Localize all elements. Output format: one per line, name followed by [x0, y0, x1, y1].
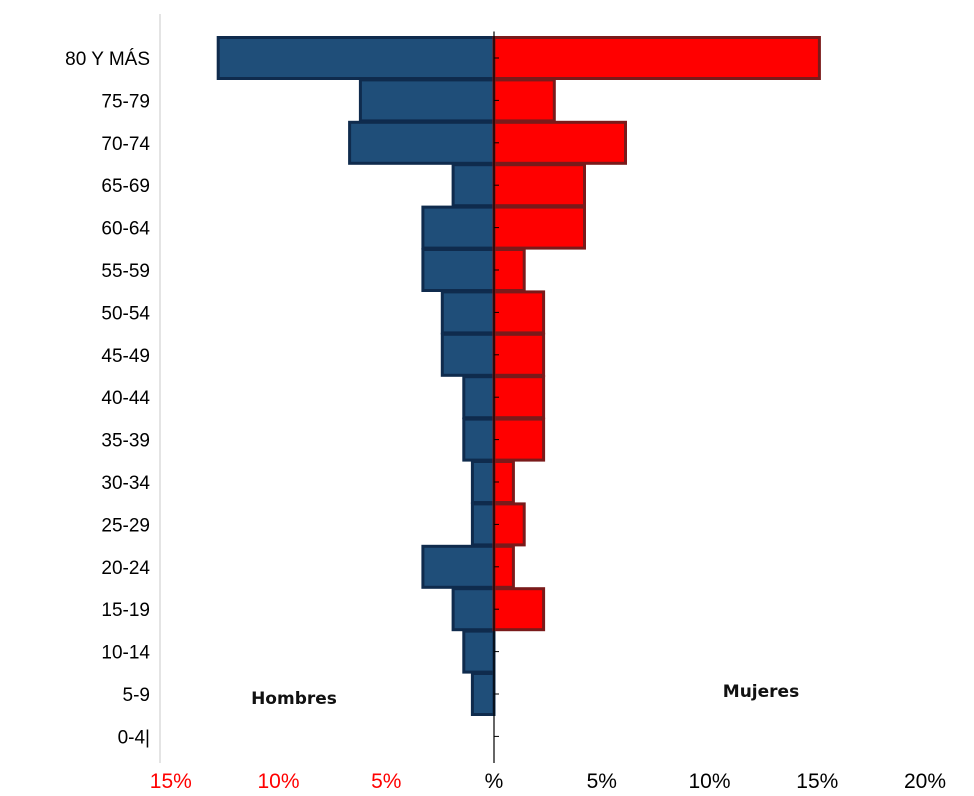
category-label: 70-74 [101, 134, 150, 155]
bar-hombres-2 [348, 120, 496, 165]
bar-mujeres-9 [492, 417, 546, 462]
bar-mujeres-6 [492, 290, 546, 335]
category-label: 60-64 [101, 219, 150, 240]
bar-hombres-6 [440, 290, 496, 335]
category-label: 40-44 [101, 388, 150, 409]
bar-hombres-10 [470, 460, 496, 504]
bar-hombres-1 [358, 78, 496, 123]
bar-hombres-14 [462, 629, 496, 674]
x-tick-label: 5% [371, 770, 401, 793]
category-label: 55-59 [101, 261, 150, 282]
bar-mujeres-7 [492, 332, 546, 377]
center-axis-layer [493, 31, 499, 763]
x-tick-label: 10% [257, 770, 299, 793]
series-label-hombres: Hombres [251, 689, 337, 709]
bar-hombres-11 [470, 502, 496, 547]
x-tick-label: 5% [587, 770, 617, 793]
category-label: 80 Y MÁS [65, 49, 150, 70]
bar-mujeres-2 [492, 120, 627, 165]
bar-hombres-13 [451, 587, 496, 632]
category-label: 10-14 [101, 643, 150, 664]
category-label: 35-39 [101, 431, 150, 452]
category-label: 15-19 [101, 600, 150, 621]
bar-hombres-15 [470, 672, 496, 716]
bar-hombres-12 [421, 544, 496, 589]
bar-hombres-7 [440, 332, 496, 377]
bars-layer [216, 36, 821, 716]
category-label: 50-54 [101, 303, 150, 324]
bar-mujeres-0 [492, 36, 821, 80]
category-label: 75-79 [101, 91, 150, 112]
category-label: 5-9 [123, 685, 150, 706]
bar-hombres-5 [421, 248, 496, 292]
category-label: 65-69 [101, 176, 150, 197]
x-tick-label: % [485, 770, 504, 793]
x-tick-labels-layer: 15% 10% 5%% 5% 10% 15% 20% [150, 770, 946, 793]
category-label: 25-29 [101, 515, 150, 536]
series-labels-layer: Hombres Mujeres [251, 682, 799, 709]
bar-hombres-8 [462, 375, 496, 420]
category-labels-layer: 80 Y MÁS 75-79 70-74 65-69 60-64 55-59 50-54 45… [65, 49, 150, 748]
bar-mujeres-3 [492, 163, 586, 208]
bar-mujeres-8 [492, 375, 546, 420]
bar-hombres-4 [421, 205, 496, 250]
category-label: 30-34 [101, 473, 150, 494]
bar-mujeres-13 [492, 587, 546, 632]
x-tick-label: 15% [796, 770, 838, 793]
bar-mujeres-1 [492, 78, 556, 123]
x-tick-label: 20% [904, 770, 946, 793]
series-label-mujeres: Mujeres [723, 682, 799, 702]
bar-hombres-3 [451, 163, 496, 208]
bar-mujeres-4 [492, 205, 586, 250]
x-tick-label: 10% [688, 770, 730, 793]
bar-hombres-0 [216, 36, 496, 80]
x-tick-label: 15% [150, 770, 192, 793]
category-label: 0-4| [118, 727, 150, 748]
category-label: 45-49 [101, 346, 150, 367]
category-label: 20-24 [101, 558, 150, 579]
bar-hombres-9 [462, 417, 496, 462]
